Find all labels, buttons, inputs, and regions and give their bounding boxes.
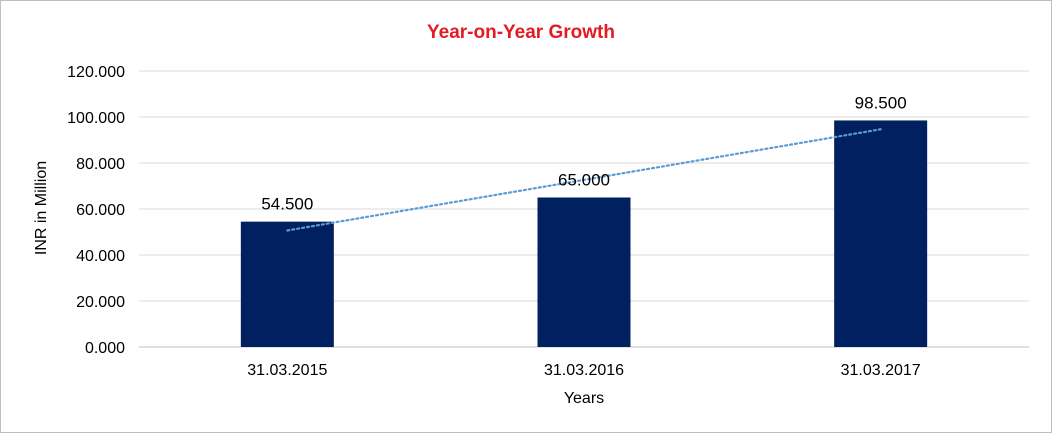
data-label: 65.000 xyxy=(558,171,610,190)
bar xyxy=(537,197,631,347)
x-axis-ticks: 31.03.2015 31.03.2016 31.03.2017 xyxy=(247,362,921,379)
bars xyxy=(240,120,928,347)
y-tick-label: 40.000 xyxy=(76,248,125,265)
x-tick-label: 31.03.2017 xyxy=(841,362,921,379)
y-axis-label: INR in Million xyxy=(33,161,50,255)
x-axis-label: Years xyxy=(564,390,604,407)
y-axis-ticks: 0.000 20.000 40.000 60.000 80.000 100.000 120.… xyxy=(67,64,125,357)
chart-title: Year-on-Year Growth xyxy=(427,22,615,43)
data-label: 98.500 xyxy=(855,93,907,112)
data-label: 54.500 xyxy=(261,195,313,214)
trendline-line xyxy=(286,128,882,232)
y-tick-label: 100.000 xyxy=(67,110,125,127)
y-tick-label: 120.000 xyxy=(67,64,125,81)
x-tick-label: 31.03.2015 xyxy=(247,362,327,379)
bar xyxy=(834,120,928,347)
y-tick-label: 20.000 xyxy=(76,294,125,311)
x-tick-label: 31.03.2016 xyxy=(544,362,624,379)
bar xyxy=(240,221,334,347)
y-tick-label: 60.000 xyxy=(76,202,125,219)
data-labels: 54.500 65.000 98.500 xyxy=(261,93,906,213)
trendline xyxy=(286,128,882,232)
y-tick-label: 0.000 xyxy=(85,340,125,357)
y-tick-label: 80.000 xyxy=(76,156,125,173)
